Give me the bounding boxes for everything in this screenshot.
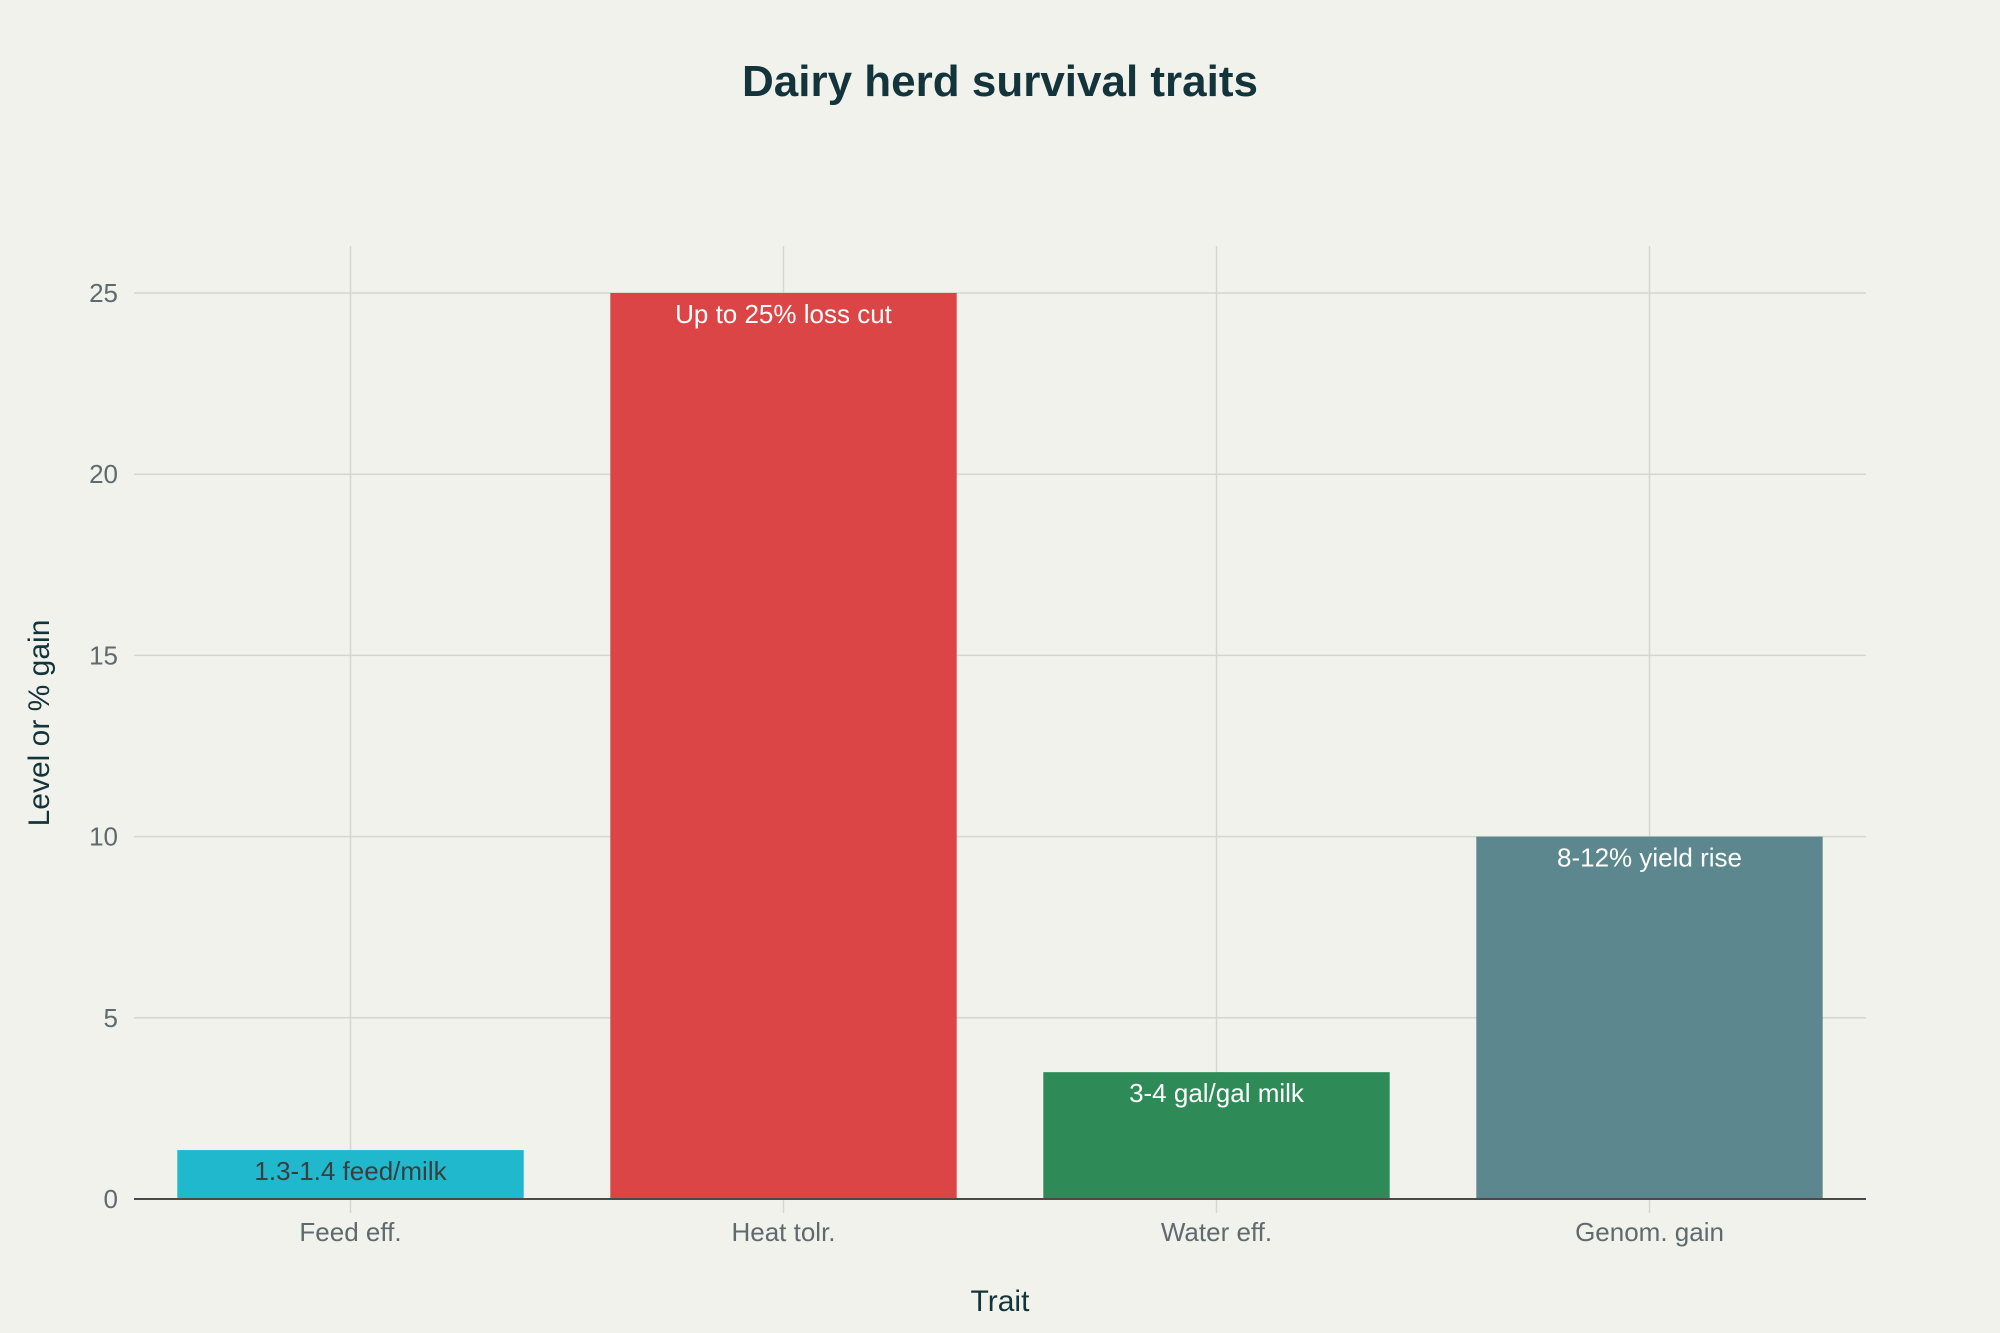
x-axis-ticks: Feed eff. Heat tolr. Water eff. Genom. gain bbox=[299, 1217, 1724, 1247]
y-tick-label: 0 bbox=[104, 1184, 118, 1214]
x-tick-label: Heat tolr. bbox=[731, 1217, 835, 1247]
x-axis-title: Trait bbox=[971, 1285, 1031, 1318]
bar bbox=[610, 293, 957, 1199]
y-tick-label: 5 bbox=[104, 1003, 118, 1033]
grid bbox=[134, 246, 1866, 1213]
y-axis-title: Level or % gain bbox=[23, 620, 56, 827]
y-axis-ticks: 0 5 10 15 20 25 bbox=[89, 278, 118, 1214]
bar bbox=[1043, 1072, 1390, 1199]
y-tick-label: 20 bbox=[89, 459, 118, 489]
chart-title: Dairy herd survival traits bbox=[742, 57, 1258, 106]
bar-data-label: 1.3-1.4 feed/milk bbox=[254, 1156, 447, 1186]
y-tick-label: 10 bbox=[89, 822, 118, 852]
bars: 1.3-1.4 feed/milk Up to 25% loss cut 3-4 g… bbox=[134, 293, 1866, 1200]
x-tick-label: Genom. gain bbox=[1575, 1217, 1724, 1247]
bar bbox=[1476, 836, 1823, 1199]
x-tick-label: Water eff. bbox=[1161, 1217, 1272, 1247]
y-tick-label: 25 bbox=[89, 278, 118, 308]
x-tick-label: Feed eff. bbox=[299, 1217, 401, 1247]
y-tick-label: 15 bbox=[89, 640, 118, 670]
bar-data-label: 8-12% yield rise bbox=[1557, 843, 1742, 873]
bar-data-label: Up to 25% loss cut bbox=[675, 299, 893, 329]
bar-data-label: 3-4 gal/gal milk bbox=[1129, 1078, 1305, 1108]
bar bbox=[177, 1150, 524, 1199]
